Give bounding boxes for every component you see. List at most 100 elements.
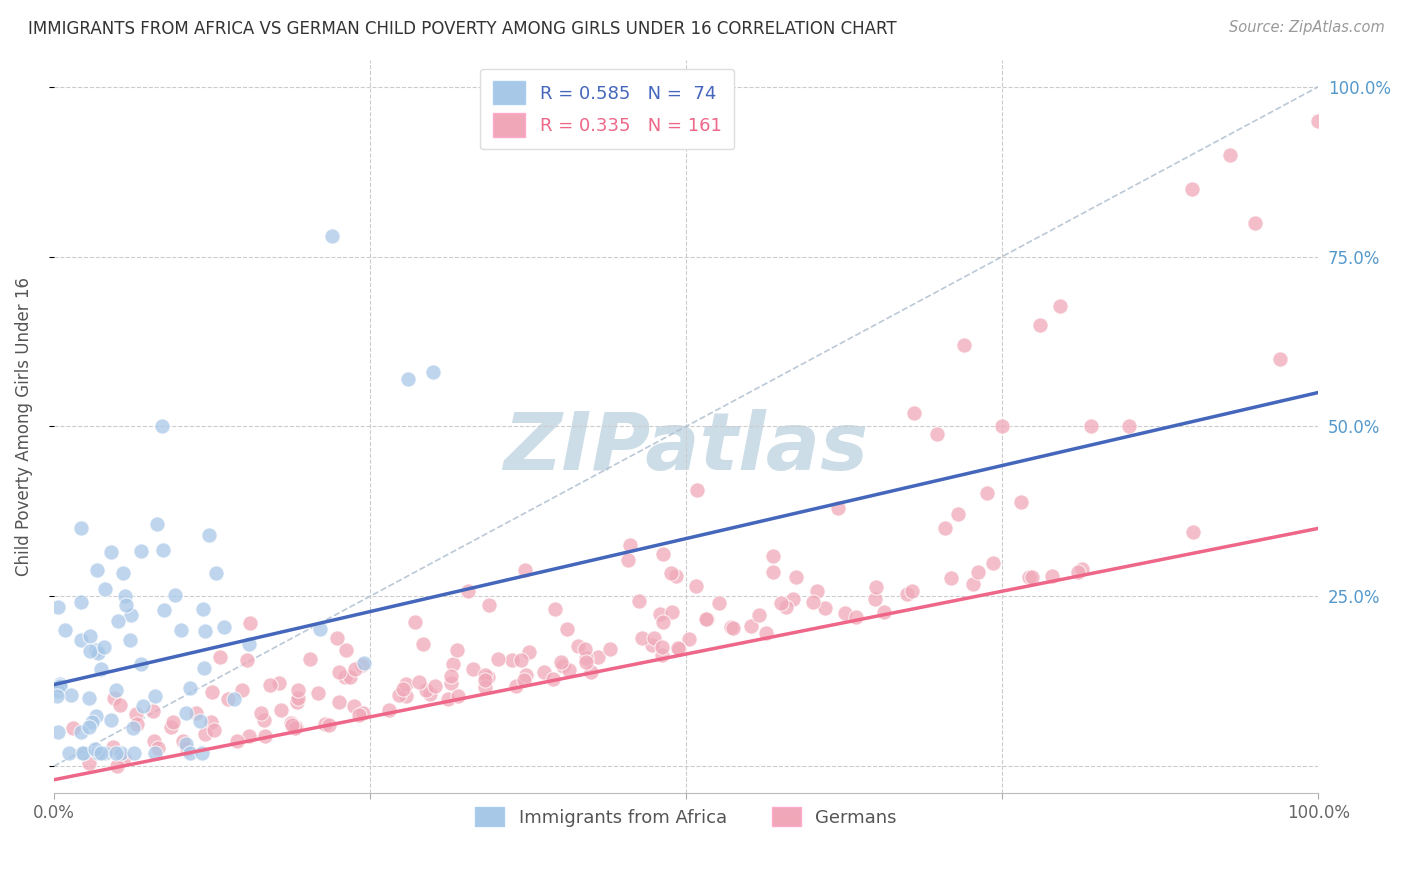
Point xyxy=(174,706,197,720)
Point xyxy=(567,639,589,653)
Point xyxy=(267,675,290,690)
Point xyxy=(461,662,484,676)
Point xyxy=(1018,570,1040,584)
Point xyxy=(142,705,165,719)
Point xyxy=(755,626,778,640)
Point xyxy=(174,737,197,751)
Point xyxy=(280,715,302,730)
Point xyxy=(1029,318,1052,332)
Point xyxy=(79,629,101,643)
Point xyxy=(100,714,122,728)
Point xyxy=(440,676,463,690)
Point xyxy=(86,642,108,657)
Point xyxy=(533,665,555,679)
Point xyxy=(873,605,896,619)
Point xyxy=(446,642,468,657)
Point xyxy=(259,678,281,692)
Point xyxy=(903,406,925,420)
Point xyxy=(59,688,82,702)
Point xyxy=(87,646,110,660)
Point xyxy=(280,718,302,732)
Point xyxy=(53,623,76,637)
Point xyxy=(314,716,336,731)
Point xyxy=(80,715,103,730)
Point xyxy=(652,615,675,629)
Point xyxy=(103,691,125,706)
Point xyxy=(392,681,415,696)
Point xyxy=(782,592,804,607)
Y-axis label: Child Poverty Among Girls Under 16: Child Poverty Among Girls Under 16 xyxy=(15,277,32,576)
Point xyxy=(94,582,117,597)
Point xyxy=(991,419,1014,434)
Point xyxy=(550,655,572,669)
Text: Source: ZipAtlas.com: Source: ZipAtlas.com xyxy=(1229,20,1385,35)
Point xyxy=(86,746,108,760)
Point xyxy=(318,717,340,731)
Point xyxy=(558,663,581,677)
Point xyxy=(510,653,533,667)
Point xyxy=(544,602,567,616)
Point xyxy=(193,602,215,616)
Point xyxy=(845,610,868,624)
Point xyxy=(114,589,136,603)
Point xyxy=(619,538,641,552)
Point xyxy=(696,612,718,626)
Point xyxy=(72,746,94,760)
Point xyxy=(394,677,416,691)
Point xyxy=(513,563,536,577)
Point xyxy=(69,632,91,647)
Point xyxy=(112,751,135,765)
Point xyxy=(353,656,375,670)
Point xyxy=(79,756,101,770)
Point xyxy=(976,486,998,500)
Point xyxy=(45,689,67,703)
Point xyxy=(103,739,125,754)
Point xyxy=(46,600,69,615)
Point xyxy=(659,566,682,580)
Point xyxy=(225,734,247,748)
Point xyxy=(515,668,537,682)
Point xyxy=(122,722,145,736)
Point xyxy=(131,699,153,714)
Point xyxy=(834,606,856,620)
Point xyxy=(105,759,128,773)
Point xyxy=(1071,562,1094,576)
Point xyxy=(474,681,496,695)
Point xyxy=(806,584,828,599)
Point xyxy=(201,685,224,699)
Point xyxy=(1270,351,1292,366)
Point xyxy=(650,607,672,621)
Point xyxy=(79,644,101,658)
Point xyxy=(342,698,364,713)
Point xyxy=(90,746,112,760)
Point xyxy=(124,746,146,760)
Point xyxy=(86,563,108,577)
Point xyxy=(153,603,176,617)
Point xyxy=(284,720,307,734)
Point xyxy=(176,742,198,756)
Point xyxy=(253,713,276,727)
Point xyxy=(709,596,731,610)
Point xyxy=(70,724,93,739)
Point xyxy=(1219,147,1241,161)
Point xyxy=(194,727,217,741)
Point xyxy=(110,746,132,760)
Point xyxy=(254,729,277,743)
Point xyxy=(343,662,366,676)
Point xyxy=(575,655,598,669)
Point xyxy=(599,641,621,656)
Point xyxy=(111,566,134,581)
Point xyxy=(172,734,194,748)
Point xyxy=(579,665,602,679)
Point xyxy=(162,715,184,730)
Point xyxy=(1118,419,1140,434)
Point xyxy=(934,521,956,535)
Point xyxy=(668,641,690,656)
Point xyxy=(378,703,401,717)
Point xyxy=(217,692,239,706)
Point xyxy=(333,670,356,684)
Point xyxy=(231,682,253,697)
Point xyxy=(865,580,887,594)
Point xyxy=(84,742,107,756)
Point xyxy=(191,746,214,760)
